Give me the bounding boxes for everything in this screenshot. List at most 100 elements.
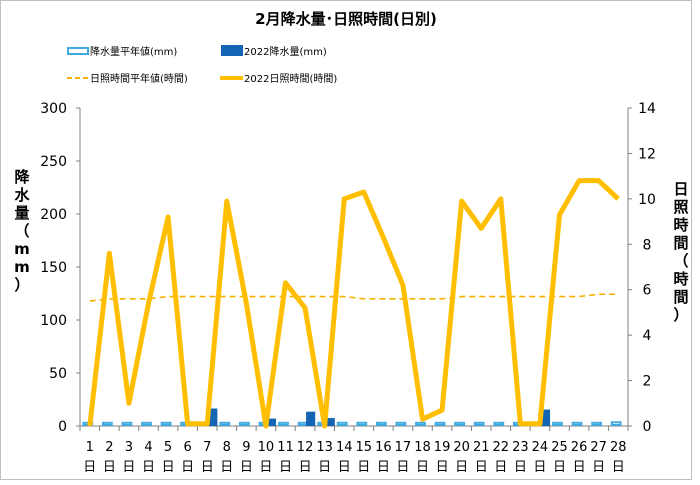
x-tick-unit: 日 <box>181 460 194 475</box>
legend-item-precip-2022: 2022降水量(mm) <box>221 45 327 58</box>
precip-normal-bar <box>610 421 622 427</box>
precip-normal-bar <box>238 421 250 427</box>
x-tick-unit: 日 <box>259 460 272 475</box>
x-tick-unit: 日 <box>514 460 527 475</box>
left-tick-label: 300 <box>40 101 67 117</box>
x-tick-label: 19 <box>434 440 451 455</box>
x-tick-unit: 日 <box>201 460 214 475</box>
x-tick-label: 5 <box>164 440 172 455</box>
left-tick-label: 50 <box>49 366 67 382</box>
x-tick-label: 2 <box>105 440 113 455</box>
x-tick-unit: 日 <box>122 460 135 475</box>
x-tick-label: 17 <box>395 440 412 455</box>
precip-2022-bar <box>266 418 277 426</box>
x-tick-label: 15 <box>356 440 373 455</box>
precip-normal-bar <box>141 421 152 427</box>
y-right-label-char: 間 <box>673 288 688 306</box>
y-left-label-char: m <box>14 240 30 258</box>
x-tick-label: 14 <box>336 440 353 455</box>
precip-normal-bar <box>278 421 289 427</box>
legend: 降水量平年値(mm) 2022降水量(mm) 日照時間平年値(時間) 2022日… <box>67 45 337 85</box>
precip-normal-bar <box>336 421 348 427</box>
x-tick-unit: 日 <box>377 460 390 475</box>
precip-normal-bar <box>571 421 583 427</box>
y-right-label-char: 時 <box>673 216 688 234</box>
sunshine-normal-line <box>89 293 619 302</box>
x-tick-unit: 日 <box>475 460 488 475</box>
precip-normal-bar <box>454 421 466 427</box>
x-tick-unit: 日 <box>436 460 449 475</box>
y-left-label-char: 水 <box>14 186 30 204</box>
x-tick-label: 6 <box>184 440 192 455</box>
y-left-label-char: 降 <box>14 168 30 186</box>
x-tick-unit: 日 <box>279 460 292 475</box>
x-tick-label: 10 <box>258 440 275 455</box>
precip-normal-bar <box>121 421 133 427</box>
x-tick-label: 8 <box>223 440 231 455</box>
x-tick-unit: 日 <box>240 460 253 475</box>
x-tick-unit: 日 <box>338 460 351 475</box>
x-tick-unit: 日 <box>299 460 312 475</box>
x-tick-unit: 日 <box>573 460 586 475</box>
right-tick-label: 4 <box>643 328 652 344</box>
x-tick-label: 1 <box>86 440 94 455</box>
y-right-label-char: 時 <box>673 270 688 288</box>
precip-normal-bar <box>493 421 505 427</box>
precip-normal-bar <box>101 421 113 427</box>
right-axis-ticks: 0 2 4 6 8 10 12 14 <box>628 101 656 435</box>
precip-normal-bar <box>395 421 407 427</box>
x-tick-unit: 日 <box>318 460 331 475</box>
x-tick-label: 25 <box>551 440 568 455</box>
legend-item-sunshine-normal: 日照時間平年値(時間) <box>67 72 188 85</box>
left-tick-label: 150 <box>40 260 67 276</box>
precip-normal-bar <box>434 421 446 427</box>
x-tick-label: 24 <box>532 440 549 455</box>
x-tick-label: 27 <box>590 440 607 455</box>
legend-label-precip-2022: 2022降水量(mm) <box>244 45 327 58</box>
x-tick-unit: 日 <box>553 460 566 475</box>
x-tick-label: 13 <box>316 440 333 455</box>
precip-normal-bar <box>356 421 368 427</box>
x-tick-label: 3 <box>125 440 133 455</box>
y-right-label-char: 間 <box>673 234 688 252</box>
left-tick-label: 100 <box>40 313 67 329</box>
x-tick-label: 18 <box>414 440 431 455</box>
x-tick-unit: 日 <box>494 460 507 475</box>
x-tick-label: 11 <box>277 440 294 455</box>
legend-label-sunshine-2022: 2022日照時間(時間) <box>244 73 337 85</box>
y-right-label-char: 日 <box>673 180 688 198</box>
right-tick-label: 14 <box>638 101 656 117</box>
x-tick-label: 16 <box>375 440 392 455</box>
precip-2022-bar <box>208 408 218 426</box>
right-tick-label: 0 <box>643 419 652 435</box>
precip-2022-bar <box>306 411 316 426</box>
legend-swatch-precip-2022 <box>221 45 243 56</box>
x-tick-unit: 日 <box>357 460 370 475</box>
x-tick-label: 22 <box>493 440 510 455</box>
right-tick-label: 8 <box>643 237 652 253</box>
legend-label-precip-normal: 降水量平年値(mm) <box>90 45 177 58</box>
y-left-label-char: （ <box>14 222 29 240</box>
y-left-label-char: m <box>14 258 30 276</box>
y-right-label-char: 照 <box>673 198 688 216</box>
x-tick-label: 7 <box>203 440 211 455</box>
right-tick-label: 12 <box>638 146 656 162</box>
x-tick-unit: 日 <box>142 460 155 475</box>
sunshine-2022-line <box>87 178 620 429</box>
axis-labels: 降水量（mm）日照時間（時間） <box>14 168 688 324</box>
right-tick-label: 10 <box>638 192 656 208</box>
right-tick-label: 2 <box>643 374 652 390</box>
precip-normal-bar <box>552 421 563 427</box>
x-tick-label: 26 <box>571 440 588 455</box>
y-left-label-char: 量 <box>14 204 29 222</box>
left-tick-label: 200 <box>40 207 67 223</box>
precip-2022-bar <box>540 409 551 426</box>
x-tick-unit: 日 <box>396 460 409 475</box>
x-tick-label: 28 <box>610 440 627 455</box>
y-right-label-char: ） <box>673 306 688 324</box>
precip-normal-bar <box>375 421 387 427</box>
left-tick-label: 0 <box>58 419 67 435</box>
precip-normal-bar <box>219 421 231 427</box>
